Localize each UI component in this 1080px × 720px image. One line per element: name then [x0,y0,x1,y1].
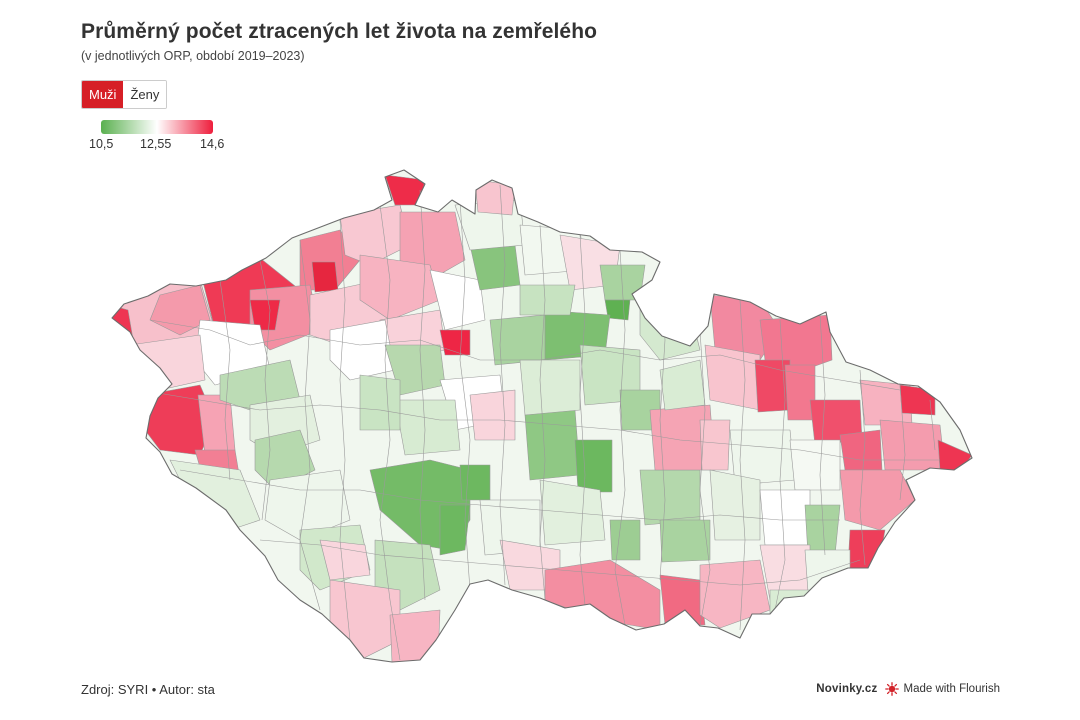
source-credit: Zdroj: SYRI • Autor: sta [81,682,215,697]
region-orp [389,609,441,662]
legend-min-label: 10,5 [89,137,114,151]
footer-branding: Novinky.cz Made with Flourish [816,682,1000,696]
region-orp [879,419,946,471]
region-orp [459,464,491,501]
region-orp [339,204,411,266]
country-border [111,169,973,663]
region-orp [311,261,339,293]
region-orp [359,254,441,321]
region-orp [789,439,841,491]
region-orp [519,284,576,316]
chart-title: Průměrný počet ztracených let života na … [81,20,598,43]
region-orp [759,489,811,546]
region-orp [429,269,486,331]
region-orp [704,344,761,411]
region-orp [699,559,771,629]
region-orp [609,519,641,561]
region-orp [359,374,401,431]
brand-logo-novinky[interactable]: Novinky.cz [816,683,878,695]
region-orp [659,359,706,411]
chart-subtitle: (v jednotlivých ORP, období 2019–2023) [81,49,305,63]
orp-regions [112,170,972,662]
region-orp [249,299,281,331]
region-orp [574,439,613,493]
flourish-icon [885,682,900,696]
toggle-option-women[interactable]: Ženy [123,81,167,108]
region-orp [524,409,581,481]
region-orp [659,574,706,626]
region-orp [899,384,936,416]
region-orp [709,469,761,541]
region-orp [839,429,883,471]
region-orp [699,419,731,471]
legend-max-label: 14,6 [200,137,225,151]
sex-toggle: Muži Ženy [81,80,168,109]
region-orp [474,179,516,216]
color-legend: 10,5 12,55 14,6 [89,120,229,153]
region-orp [639,469,701,526]
legend-mid-label: 12,55 [140,137,172,151]
region-orp [847,529,886,571]
region-orp [439,329,471,356]
region-orp [394,399,461,456]
region-orp [489,314,546,366]
region-orp [604,299,631,321]
region-orp [839,469,916,531]
flourish-credit[interactable]: Made with Flourish [903,683,1000,695]
region-orp [659,519,711,563]
orp-boundaries [139,184,940,661]
region-orp [329,319,396,381]
region-orp [469,389,516,441]
region-orp [319,539,371,581]
legend-gradient-bar [101,120,213,134]
region-orp [439,504,471,556]
region-orp [519,359,581,416]
region-orp [129,334,206,391]
toggle-option-men[interactable]: Muži [82,81,124,108]
